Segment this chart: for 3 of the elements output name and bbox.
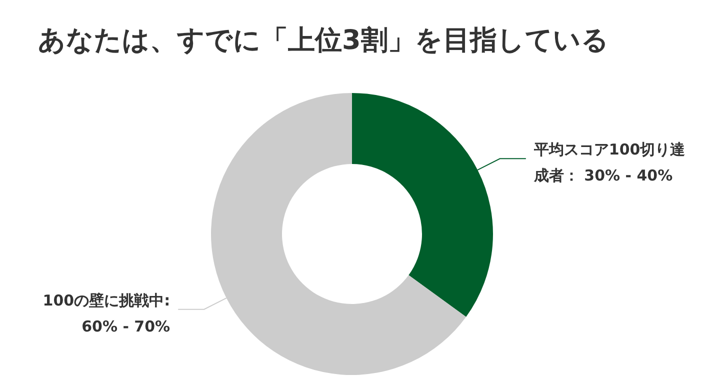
chart-title: あなたは、すでに「上位3割」を目指している: [38, 24, 609, 58]
slice-label: 100の壁に挑戦中: 60% - 70%: [42, 291, 170, 336]
slice-label: 平均スコア100切り達成者： 30% - 40%: [532, 140, 686, 185]
